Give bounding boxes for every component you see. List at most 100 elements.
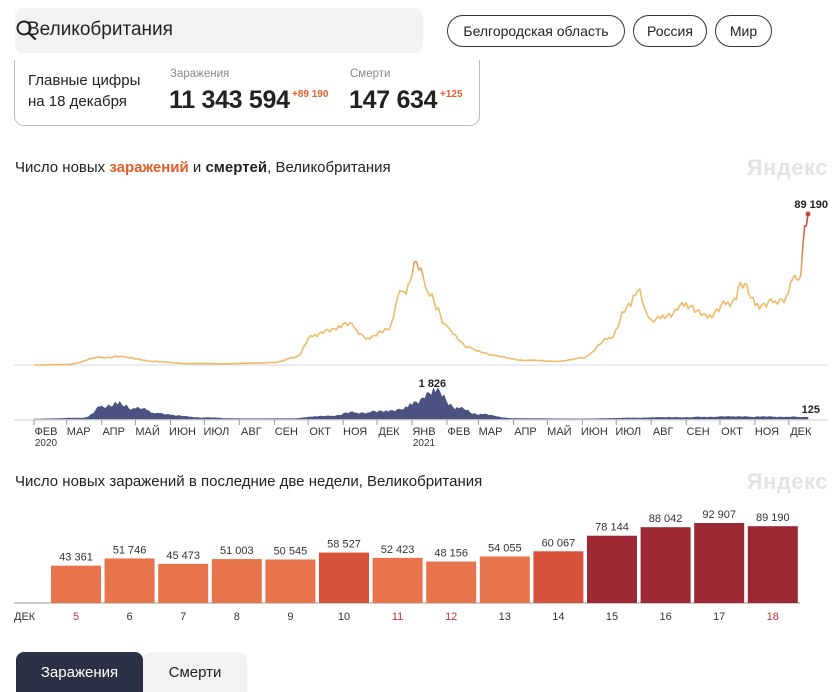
cases-last-point — [805, 211, 811, 217]
bar-value-label: 60 067 — [542, 537, 576, 549]
month-label: ИЮН — [169, 426, 196, 438]
bar — [640, 527, 691, 603]
tab-deaths[interactable]: Смерти — [143, 652, 247, 692]
month-label: МАЙ — [547, 425, 571, 438]
cases-caption: Заражения — [170, 68, 230, 80]
summary-label-line2: на 18 декабря — [28, 93, 127, 110]
region-button-belgorod[interactable]: Белгородская область — [447, 15, 625, 47]
bar-value-label: 52 423 — [381, 544, 415, 556]
bar-value-label: 92 907 — [702, 509, 736, 521]
bar — [426, 561, 477, 603]
summary-label-line1: Главные цифры — [28, 72, 141, 89]
bar-value-label: 50 545 — [274, 545, 308, 557]
bar-day-label: 5 — [73, 611, 79, 623]
month-label: АВГ — [241, 426, 262, 438]
bar-day-label: 16 — [659, 611, 671, 623]
bar — [747, 526, 798, 603]
cases-peak-label: 89 190 — [794, 199, 828, 211]
month-label: ФЕВ — [447, 426, 470, 438]
search-input[interactable]: Великобритания — [27, 19, 173, 40]
bar-day-label: 6 — [127, 611, 133, 623]
two-week-bar-chart: ДЕК 43 361 5 51 746 6 45 473 7 51 003 8 50 545 9 58… — [14, 509, 800, 623]
month-label: ФЕВ — [34, 426, 57, 438]
deaths-caption: Смерти — [350, 68, 391, 80]
bar — [104, 558, 155, 603]
month-label: ИЮЛ — [203, 426, 229, 438]
month-label: ОКТ — [721, 426, 743, 438]
month-label: АПР — [102, 426, 124, 438]
region-button-russia[interactable]: Россия — [633, 15, 707, 47]
chart1-title-deaths: смертей — [205, 159, 268, 176]
summary-label: Главные цифры на 18 декабря — [28, 70, 140, 112]
deaths-delta: +125 — [440, 89, 463, 100]
deaths-last-label: 125 — [802, 404, 820, 416]
yandex-watermark-2: Яндекс — [746, 469, 828, 494]
bar-day-label: 13 — [499, 611, 511, 623]
bar-value-label: 89 190 — [756, 512, 790, 524]
bar — [694, 523, 745, 603]
bar-value-label: 54 055 — [488, 542, 522, 554]
tab-cases[interactable]: Заражения — [16, 652, 143, 692]
bar-day-label: 8 — [234, 611, 240, 623]
chart2-title: Число новых заражений в последние две не… — [15, 473, 483, 490]
region-button-world[interactable]: Мир — [715, 15, 772, 47]
bar — [265, 559, 316, 603]
bar-day-label: 7 — [180, 611, 186, 623]
bar-value-label: 78 144 — [595, 522, 629, 534]
month-label: АПР — [514, 426, 536, 438]
bar-day-label: 18 — [767, 611, 779, 623]
bar-value-label: 51 746 — [113, 544, 147, 556]
month-label: АВГ — [653, 426, 674, 438]
year-label: 2020 — [35, 438, 58, 449]
bar-value-label: 88 042 — [649, 513, 683, 525]
bar-day-label: 9 — [287, 611, 293, 623]
chart1-title-cases: заражений — [109, 159, 189, 176]
bar-day-label: 12 — [445, 611, 457, 623]
bar-day-label: 15 — [606, 611, 618, 623]
month-label: МАР — [67, 426, 91, 438]
deaths-total: 147 634 — [349, 86, 438, 114]
month-label: ДЕК — [790, 426, 812, 438]
bar — [319, 552, 369, 603]
chart1-title-mid: и — [188, 159, 206, 176]
month-label: МАЙ — [135, 425, 159, 438]
month-label: ОКТ — [309, 426, 331, 438]
bar — [211, 559, 262, 603]
month-label: НОЯ — [755, 426, 779, 438]
bar — [372, 557, 423, 603]
bar — [479, 556, 530, 603]
cases-line — [34, 213, 809, 366]
summary-card: Главные цифры на 18 декабря Заражения 11… — [14, 60, 480, 126]
month-label: СЕН — [687, 426, 710, 438]
bar-value-label: 43 361 — [59, 552, 93, 564]
cases-delta: +89 190 — [292, 89, 329, 100]
yandex-watermark: Яндекс — [746, 155, 828, 180]
month-label: МАР — [479, 426, 503, 438]
bar-day-label: 14 — [552, 611, 564, 623]
bar — [587, 535, 637, 603]
bar — [158, 563, 209, 603]
month-label: ИЮЛ — [615, 426, 641, 438]
search-box[interactable]: Великобритания — [15, 8, 423, 53]
month-label: ДЕК — [378, 426, 400, 438]
chart1-title-post: , Великобритания — [267, 159, 391, 176]
bar-day-label: 11 — [392, 611, 403, 623]
bar-value-label: 48 156 — [434, 548, 468, 560]
deaths-peak-label: 1 826 — [419, 378, 447, 390]
bar-value-label: 45 473 — [166, 550, 200, 562]
cases-total: 11 343 594 — [169, 86, 290, 114]
month-label: НОЯ — [343, 426, 367, 438]
bar-value-label: 58 527 — [327, 539, 361, 551]
year-label: 2021 — [413, 438, 436, 449]
bar-month-label: ДЕК — [14, 611, 36, 623]
bar — [51, 565, 101, 603]
bar — [533, 551, 584, 603]
bar-day-label: 10 — [338, 611, 350, 623]
chart1-title: Число новых заражений и смертей, Великоб… — [15, 159, 391, 176]
month-label: ЯНВ — [412, 426, 435, 438]
month-label: ИЮН — [581, 426, 608, 438]
bar-day-label: 17 — [713, 611, 725, 623]
search-icon[interactable] — [15, 19, 37, 41]
deaths-area — [34, 387, 809, 420]
month-label: СЕН — [275, 426, 298, 438]
